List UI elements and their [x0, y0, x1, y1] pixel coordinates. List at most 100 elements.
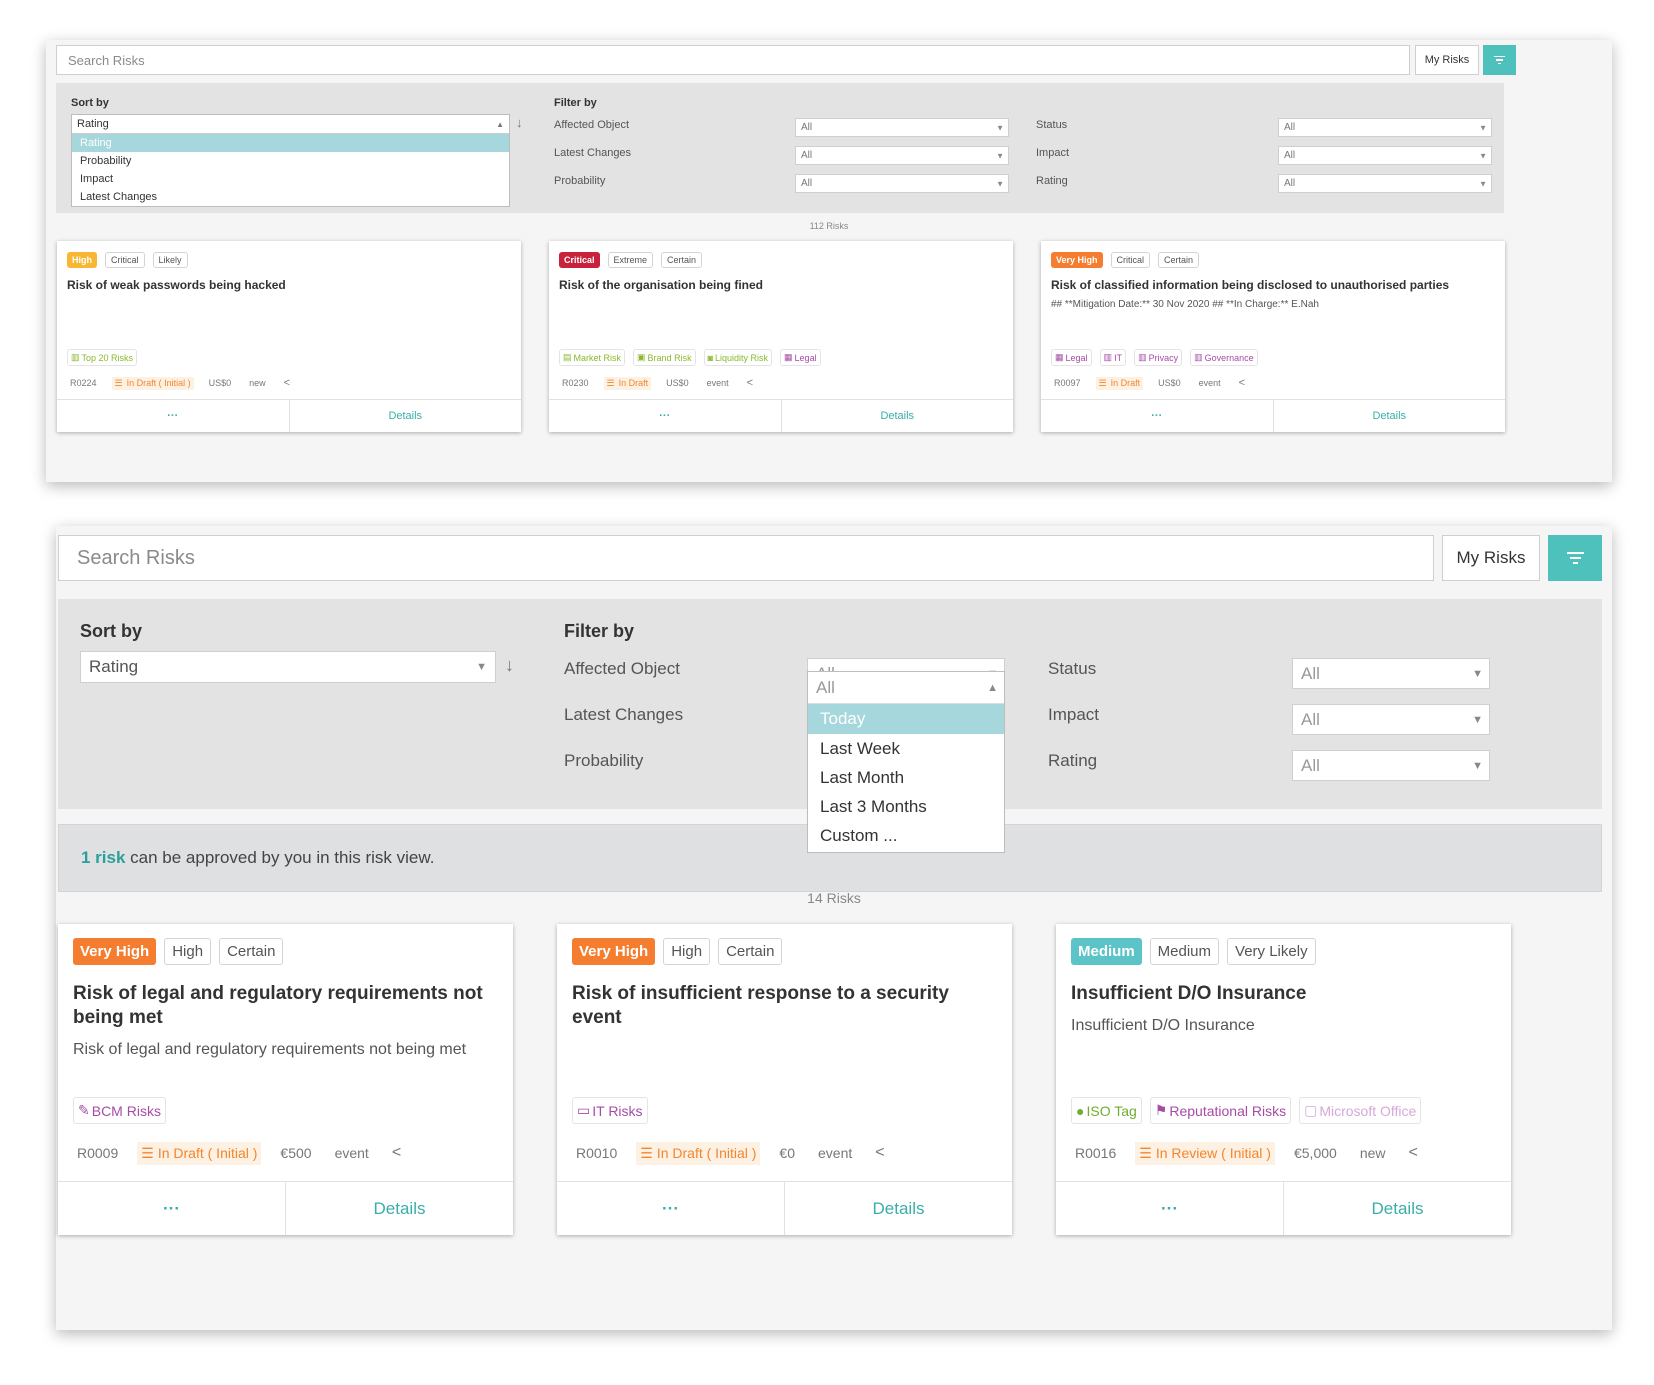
details-button[interactable]: Details: [288, 400, 522, 432]
category-tags: ▦ Legal ▥ IT ▥ Privacy ▥ Governance: [1051, 349, 1258, 366]
more-options-button[interactable]: ···: [58, 1182, 285, 1235]
sort-direction-icon[interactable]: ↓: [516, 115, 523, 130]
rating-select[interactable]: All ▼: [1278, 174, 1492, 193]
rating-badge: Critical: [559, 252, 600, 268]
share-icon[interactable]: <: [746, 377, 754, 389]
filter-toggle-button[interactable]: [1483, 45, 1516, 75]
share-icon[interactable]: <: [875, 1144, 885, 1161]
details-label: Details: [880, 410, 915, 422]
sort-option-rating[interactable]: Rating: [72, 134, 509, 152]
risk-meta: R0224 ☰ In Draft ( Initial ) US$0 new <: [67, 376, 293, 390]
impact-select[interactable]: All ▼: [1278, 146, 1492, 165]
risk-title[interactable]: Risk of weak passwords being hacked: [67, 278, 286, 292]
sort-select-value[interactable]: Rating ▲: [72, 115, 509, 134]
category-tag[interactable]: ▢ Microsoft Office: [1299, 1097, 1422, 1124]
risk-id: R0097: [1054, 378, 1081, 388]
impact-badge: High: [663, 938, 711, 965]
category-tag[interactable]: ▥ Governance: [1190, 349, 1258, 366]
sort-label: Sort by: [80, 621, 143, 641]
details-button[interactable]: Details: [285, 1182, 513, 1235]
more-options-button[interactable]: ···: [1041, 400, 1273, 432]
more-options-button[interactable]: ···: [1056, 1182, 1283, 1235]
risk-card[interactable]: High Critical Likely Risk of weak passwo…: [57, 241, 521, 432]
affected-object-select[interactable]: All ▼: [795, 118, 1009, 137]
sort-direction-icon[interactable]: ↓: [505, 655, 514, 675]
latest-changes-select[interactable]: All ▼: [795, 146, 1009, 165]
chevron-down-icon: ▼: [1479, 123, 1487, 132]
more-icon: ···: [662, 1198, 679, 1218]
risk-title[interactable]: Risk of insufficient response to a secur…: [572, 983, 949, 1028]
sort-option-probability[interactable]: Probability: [80, 155, 132, 167]
share-icon[interactable]: <: [391, 1144, 402, 1161]
risk-type: new: [249, 378, 266, 388]
risk-meta: R0010 ☰ In Draft ( Initial ) €0 event <: [572, 1141, 889, 1165]
sort-dropdown-open[interactable]: Rating ▲ Rating Probability Impact Lates…: [71, 114, 510, 207]
rating-value: All: [1284, 178, 1296, 189]
status-value: All: [1284, 122, 1296, 133]
more-options-button[interactable]: ···: [57, 400, 289, 432]
risk-card[interactable]: Very High Critical Certain Risk of class…: [1041, 241, 1505, 432]
risk-card[interactable]: Very High High Certain Risk of insuffici…: [557, 924, 1012, 1235]
category-tag[interactable]: ▥ Top 20 Risks: [67, 349, 138, 366]
affected-object-label: Affected Object: [554, 119, 630, 131]
option-last-week[interactable]: Last Week: [820, 739, 901, 758]
sort-option-latest-changes[interactable]: Latest Changes: [80, 191, 158, 203]
more-options-button[interactable]: ···: [557, 1182, 784, 1235]
tag-label: IT: [1114, 352, 1123, 363]
category-tag[interactable]: ⚑ Reputational Risks: [1149, 1097, 1292, 1124]
category-tag[interactable]: ▭ IT Risks: [572, 1097, 648, 1124]
status-select[interactable]: All ▼: [1278, 118, 1492, 137]
latest-changes-select-value[interactable]: All ▲: [808, 672, 1004, 704]
option-last-3-months[interactable]: Last 3 Months: [820, 797, 927, 816]
category-tag[interactable]: ✎ BCM Risks: [73, 1097, 166, 1124]
category-tag[interactable]: ● ISO Tag: [1071, 1097, 1142, 1124]
impact-select[interactable]: All ▼: [1292, 704, 1490, 735]
details-button[interactable]: Details: [1283, 1182, 1511, 1235]
category-tag[interactable]: ▥ Privacy: [1134, 349, 1183, 366]
category-tag[interactable]: ▦ Legal: [780, 349, 821, 366]
sort-option-impact[interactable]: Impact: [80, 173, 114, 185]
search-input[interactable]: Search Risks: [56, 45, 1410, 75]
option-custom[interactable]: Custom ...: [820, 826, 898, 845]
rating-select[interactable]: All ▼: [1292, 750, 1490, 781]
probability-select[interactable]: All ▼: [795, 174, 1009, 193]
latest-changes-dropdown-open[interactable]: All ▲ Today Last Week Last Month Last 3 …: [807, 671, 1005, 853]
risk-title[interactable]: Insufficient D/O Insurance: [1071, 983, 1307, 1004]
option-today[interactable]: Today: [808, 704, 1004, 734]
risk-title[interactable]: Risk of the organisation being fined: [559, 278, 764, 292]
share-icon[interactable]: <: [283, 377, 291, 389]
risk-card[interactable]: Very High High Certain Risk of legal and…: [58, 924, 513, 1235]
share-icon[interactable]: <: [1408, 1144, 1418, 1161]
details-button[interactable]: Details: [1272, 400, 1506, 432]
details-button[interactable]: Details: [784, 1182, 1012, 1235]
risk-title[interactable]: Risk of classified information being dis…: [1051, 278, 1450, 292]
risk-card[interactable]: Medium Medium Very Likely Insufficient D…: [1056, 924, 1511, 1235]
approval-count-link[interactable]: 1 risk: [81, 848, 126, 867]
search-input[interactable]: Search Risks: [58, 535, 1434, 581]
my-risks-button[interactable]: My Risks: [1442, 535, 1540, 581]
category-tag[interactable]: ▥ IT: [1099, 349, 1127, 366]
risk-description: Insufficient D/O Insurance: [1071, 1017, 1255, 1034]
risk-title[interactable]: Risk of legal and regulatory requirement…: [73, 983, 483, 1028]
tag-label: Market Risk: [573, 352, 622, 363]
more-options-button[interactable]: ···: [549, 400, 781, 432]
filter-toggle-button[interactable]: [1548, 535, 1602, 581]
risk-card[interactable]: Critical Extreme Certain Risk of the org…: [549, 241, 1013, 432]
risk-id: R0016: [1075, 1145, 1117, 1161]
rating-badge: Very High: [572, 938, 656, 965]
category-tag[interactable]: ▣ Brand Risk: [633, 349, 696, 366]
category-tag[interactable]: ◙ Liquidity Risk: [703, 349, 773, 366]
rating-value: All: [1301, 755, 1320, 775]
sort-select[interactable]: Rating ▼: [80, 651, 496, 683]
latest-changes-label: Latest Changes: [564, 705, 684, 724]
option-last-month[interactable]: Last Month: [820, 768, 905, 787]
category-tag[interactable]: ▤ Market Risk: [559, 349, 626, 366]
bag-icon: ▣: [637, 352, 646, 362]
my-risks-button[interactable]: My Risks: [1415, 45, 1479, 75]
category-tag[interactable]: ▦ Legal: [1051, 349, 1092, 366]
status-select[interactable]: All ▼: [1292, 658, 1490, 689]
wrench-icon: ✎: [78, 1102, 90, 1118]
status-badge: ☰ In Draft ( Initial ): [137, 1141, 262, 1165]
share-icon[interactable]: <: [1238, 377, 1246, 389]
details-button[interactable]: Details: [780, 400, 1014, 432]
